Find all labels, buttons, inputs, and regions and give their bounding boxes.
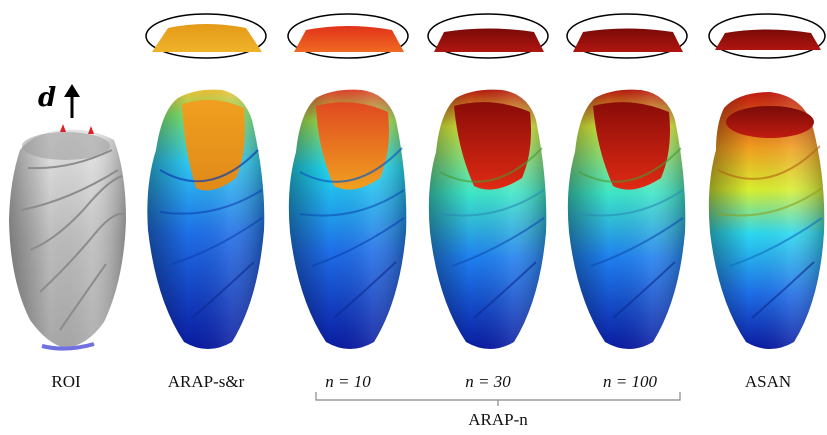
vase-arap-n10	[288, 89, 407, 350]
inset-arap-sr	[145, 13, 267, 59]
vase-asan	[708, 92, 825, 349]
vase-arap-n100	[567, 89, 686, 350]
vase-arap-n30	[428, 89, 547, 350]
label-roi: ROI	[51, 372, 81, 391]
anchor-marker	[41, 342, 95, 351]
label-n10: n = 10	[325, 372, 371, 391]
direction-arrow-icon	[64, 84, 80, 118]
inset-arap-n100	[566, 13, 688, 59]
label-n100: n = 100	[603, 372, 657, 391]
inset-arap-n10	[287, 13, 409, 59]
label-asan: ASAN	[744, 372, 792, 391]
inset-asan	[708, 13, 826, 59]
vase-roi	[9, 124, 126, 351]
group-label: ARAP-n	[468, 410, 528, 429]
vase-arap-sr	[147, 89, 265, 350]
group-bracket	[315, 392, 681, 406]
direction-symbol: d	[38, 83, 56, 113]
handle-marker	[60, 124, 66, 132]
label-arap-sr: ARAP-s&r	[167, 372, 245, 391]
label-n30: n = 30	[465, 372, 511, 391]
inset-arap-n30	[427, 13, 549, 59]
